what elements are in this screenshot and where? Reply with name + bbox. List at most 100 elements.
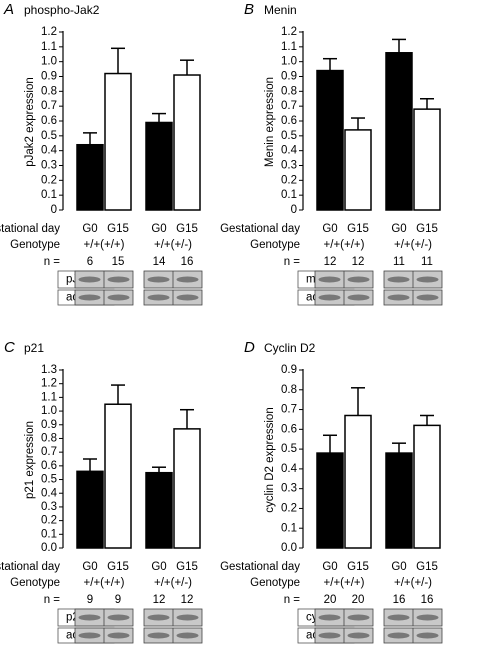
row-label: n = xyxy=(284,594,301,606)
x-tick-label: G15 xyxy=(416,223,438,235)
bar xyxy=(344,129,372,211)
x-tick-label: G0 xyxy=(82,561,97,573)
n-label: 20 xyxy=(352,594,365,606)
y-tick-label: 0.4 xyxy=(41,145,58,157)
blot-band xyxy=(78,632,101,639)
y-tick-label: 0.7 xyxy=(41,446,57,458)
y-tick-label: 0.7 xyxy=(281,404,297,416)
y-tick-label: 0.0 xyxy=(41,542,57,554)
y-tick-label: 0.2 xyxy=(41,174,57,186)
y-axis-label: cyclin D2 expression xyxy=(264,407,276,512)
row-label: Genotype xyxy=(250,239,300,251)
x-tick-label: G0 xyxy=(82,223,97,235)
panel-letter: B xyxy=(244,1,254,18)
blot-band xyxy=(176,614,199,621)
y-tick-label: 0.8 xyxy=(281,85,297,97)
y-tick-label: 0.1 xyxy=(281,522,297,534)
bar xyxy=(385,52,413,211)
blot-band xyxy=(318,614,341,621)
bar xyxy=(385,452,413,549)
panel-title: Menin xyxy=(264,3,297,17)
y-tick-label: 1.2 xyxy=(281,26,297,38)
n-label: 12 xyxy=(352,256,365,268)
bar xyxy=(145,121,173,211)
bar xyxy=(104,403,132,549)
y-tick-label: 0.9 xyxy=(281,364,297,376)
blot-band xyxy=(107,632,130,639)
blot-band xyxy=(416,294,439,301)
y-axis-label: pJak2 expression xyxy=(24,77,36,167)
blot-band xyxy=(176,294,199,301)
row-label: Genotype xyxy=(10,239,60,251)
blot-band xyxy=(318,276,341,283)
bar xyxy=(104,72,132,211)
x-tick-label: G15 xyxy=(107,223,129,235)
n-label: 14 xyxy=(153,256,166,268)
y-tick-label: 0.5 xyxy=(281,130,297,142)
genotype-label: +/+(+/-) xyxy=(394,577,432,589)
panel-title: phospho-Jak2 xyxy=(24,3,100,17)
y-tick-label: 0.2 xyxy=(281,174,297,186)
blot-band xyxy=(107,614,130,621)
y-tick-label: 1.0 xyxy=(41,405,57,417)
blot-band xyxy=(78,276,101,283)
genotype-label: +/+(+/-) xyxy=(394,239,432,251)
panel-title: Cyclin D2 xyxy=(264,341,316,355)
blot-band xyxy=(416,632,439,639)
blot-band xyxy=(78,294,101,301)
blot-band xyxy=(78,614,101,621)
y-tick-label: 0.1 xyxy=(41,528,57,540)
y-tick-label: 0 xyxy=(291,204,297,216)
x-tick-label: G15 xyxy=(347,223,369,235)
blot-band xyxy=(387,614,410,621)
y-tick-label: 0.6 xyxy=(41,115,57,127)
x-tick-label: G15 xyxy=(416,561,438,573)
y-tick-label: 0.5 xyxy=(281,443,297,455)
bar xyxy=(344,414,372,549)
y-tick-label: 0.2 xyxy=(281,502,297,514)
blot-band xyxy=(347,614,370,621)
y-tick-label: 0.2 xyxy=(41,515,57,527)
bar xyxy=(316,69,344,211)
blot-band xyxy=(318,294,341,301)
n-label: 16 xyxy=(393,594,406,606)
y-tick-label: 0.3 xyxy=(281,160,297,172)
n-label: 16 xyxy=(421,594,434,606)
y-tick-label: 0.8 xyxy=(41,85,57,97)
y-tick-label: 0.1 xyxy=(41,189,57,201)
y-tick-label: 1.0 xyxy=(41,56,57,68)
y-tick-label: 0.4 xyxy=(281,463,298,475)
y-tick-label: 1.1 xyxy=(41,391,57,403)
y-tick-label: 0.5 xyxy=(41,130,57,142)
blot-band xyxy=(147,294,170,301)
y-tick-label: 0.3 xyxy=(41,501,57,513)
y-tick-label: 0.8 xyxy=(41,432,57,444)
y-tick-label: 0.5 xyxy=(41,474,57,486)
genotype-label: +/+(+/+) xyxy=(84,239,125,251)
y-tick-label: 0.7 xyxy=(281,100,297,112)
genotype-label: +/+(+/+) xyxy=(324,239,365,251)
y-tick-label: 1.1 xyxy=(281,41,297,53)
genotype-label: +/+(+/-) xyxy=(154,577,192,589)
blot-band xyxy=(347,276,370,283)
genotype-label: +/+(+/+) xyxy=(84,577,125,589)
panel-letter: A xyxy=(3,1,14,18)
blot-band xyxy=(107,276,130,283)
bar xyxy=(76,470,104,549)
row-label: Gestational day xyxy=(0,561,60,573)
blot-band xyxy=(318,632,341,639)
y-tick-label: 0.6 xyxy=(281,115,297,127)
genotype-label: +/+(+/-) xyxy=(154,239,192,251)
y-tick-label: 0.6 xyxy=(41,460,57,472)
y-tick-label: 0.3 xyxy=(281,483,297,495)
n-label: 16 xyxy=(181,256,194,268)
bar xyxy=(76,143,104,211)
y-tick-label: 1.3 xyxy=(41,364,57,376)
y-axis-label: Menin expression xyxy=(264,77,276,167)
x-tick-label: G15 xyxy=(347,561,369,573)
y-tick-label: 1.2 xyxy=(41,26,57,38)
y-tick-label: 0.4 xyxy=(41,487,58,499)
blot-band xyxy=(147,276,170,283)
y-tick-label: 0.9 xyxy=(41,419,57,431)
